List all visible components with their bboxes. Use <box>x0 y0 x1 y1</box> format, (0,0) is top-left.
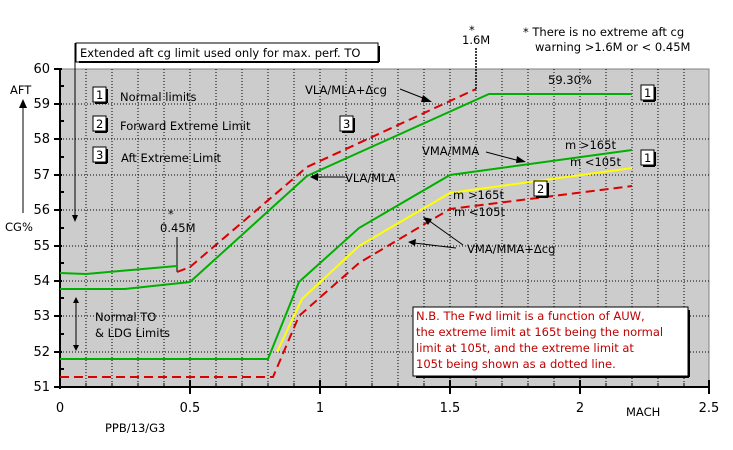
extreme-fwd-105-line <box>60 185 633 378</box>
extended-aft-limit-line <box>59 265 178 276</box>
footnote-line1: * There is no extreme aft cg <box>523 25 684 39</box>
source-label: PPB/13/G3 <box>105 421 165 435</box>
m-lt-105-upper: m <105t <box>570 155 621 169</box>
vla-mla-dcg-label: VLA/MLA+Δcg <box>305 83 387 97</box>
arrow-icon <box>423 217 432 225</box>
y-tick: 54 <box>33 274 50 289</box>
legend-label: Forward Extreme Limit <box>120 119 251 133</box>
arrow-up-icon <box>73 297 79 303</box>
aft-label: AFT <box>10 83 32 97</box>
marker-0-45m: 0.45M <box>160 221 196 235</box>
marker-star: * <box>469 23 475 37</box>
arrow-icon <box>421 95 432 102</box>
marker-1-6m: 1.6M <box>462 33 490 47</box>
y-tick: 57 <box>33 168 50 183</box>
nb-note-line: 105t being shown as a dotted line. <box>416 357 616 371</box>
arrow-down-icon <box>73 345 79 351</box>
nb-note-box <box>412 306 689 377</box>
y-tick: 59 <box>33 97 50 112</box>
legend-key: 3 <box>96 148 103 162</box>
arrow-icon <box>408 239 416 246</box>
y-tick: 58 <box>33 132 50 147</box>
extended-limit-text: Extended aft cg limit used only for max.… <box>80 46 360 60</box>
box-1-top-label: 1 <box>644 86 651 100</box>
box-2-label: 2 <box>537 182 544 196</box>
arrow-line <box>413 242 457 249</box>
x-tick-labels: 0 0.5 1 1.5 2 2.5 <box>56 401 719 416</box>
vma-mma-label: VMA/MMA <box>422 144 479 158</box>
aft-arrow-icon <box>19 99 27 108</box>
legend: 1 Normal limits 2 Forward Extreme Limit … <box>92 86 251 165</box>
marker-star: * <box>168 207 174 221</box>
x-tick: 2 <box>576 401 584 416</box>
m-lt-105-lower: m <105t <box>454 205 505 219</box>
legend-label: Normal limits <box>120 90 197 104</box>
y-tick: 51 <box>33 380 50 395</box>
arrow-line <box>485 151 521 162</box>
normal-aft-limit-line <box>60 93 632 290</box>
nb-note-line: the extreme limit at 165t being the norm… <box>416 325 663 339</box>
nb-note-line: N.B. The Fwd limit is a function of AUW, <box>416 309 645 323</box>
normal-to-label-2: & LDG Limits <box>95 326 170 340</box>
y-tick: 52 <box>33 345 50 360</box>
x-tick: 0.5 <box>180 401 201 416</box>
legend-key: 2 <box>96 117 103 131</box>
arrow-line <box>427 219 464 246</box>
nb-note-line: limit at 105t, and the extreme limit at <box>416 341 634 355</box>
normal-fwd-limit-line <box>60 149 633 360</box>
vma-mma-dcg-label: VMA/MMA+Δcg <box>467 242 555 256</box>
x-tick: 0 <box>56 401 64 416</box>
legend-label: Aft Extreme Limit <box>121 151 222 165</box>
x-tick: 2.5 <box>699 401 720 416</box>
m-gt-165-lower: m >165t <box>453 188 504 202</box>
y-tick: 60 <box>33 62 50 77</box>
extended-arrow-icon <box>72 215 78 222</box>
extreme-fwd-165-line <box>276 167 633 353</box>
y-tick: 55 <box>33 239 50 254</box>
m-gt-165-upper: m >165t <box>565 138 616 152</box>
y-axis-label: CG% <box>5 220 33 234</box>
box-1-mid-label: 1 <box>644 151 651 165</box>
extreme-aft-limit-line <box>176 88 477 273</box>
y-axis <box>54 68 64 389</box>
x-tick: 1 <box>316 401 324 416</box>
grid-lines <box>60 69 709 387</box>
x-tick: 1.5 <box>440 401 461 416</box>
vla-mla-label: VLA/MLA <box>345 171 396 185</box>
arrow-icon <box>310 173 318 181</box>
box-3-label: 3 <box>343 117 350 131</box>
legend-key: 1 <box>96 88 103 102</box>
x-axis <box>58 380 710 394</box>
y-tick: 56 <box>33 203 50 218</box>
footnote-line2: warning >1.6M or < 0.45M <box>535 40 690 54</box>
normal-to-label-1: Normal TO <box>95 310 156 324</box>
y-tick-labels: 51 52 53 54 55 56 57 58 59 60 <box>33 62 50 395</box>
y-tick: 53 <box>33 309 50 324</box>
x-axis-label: MACH <box>626 405 660 419</box>
percent-5930-label: 59.30% <box>548 73 592 87</box>
arrow-icon <box>516 156 526 163</box>
